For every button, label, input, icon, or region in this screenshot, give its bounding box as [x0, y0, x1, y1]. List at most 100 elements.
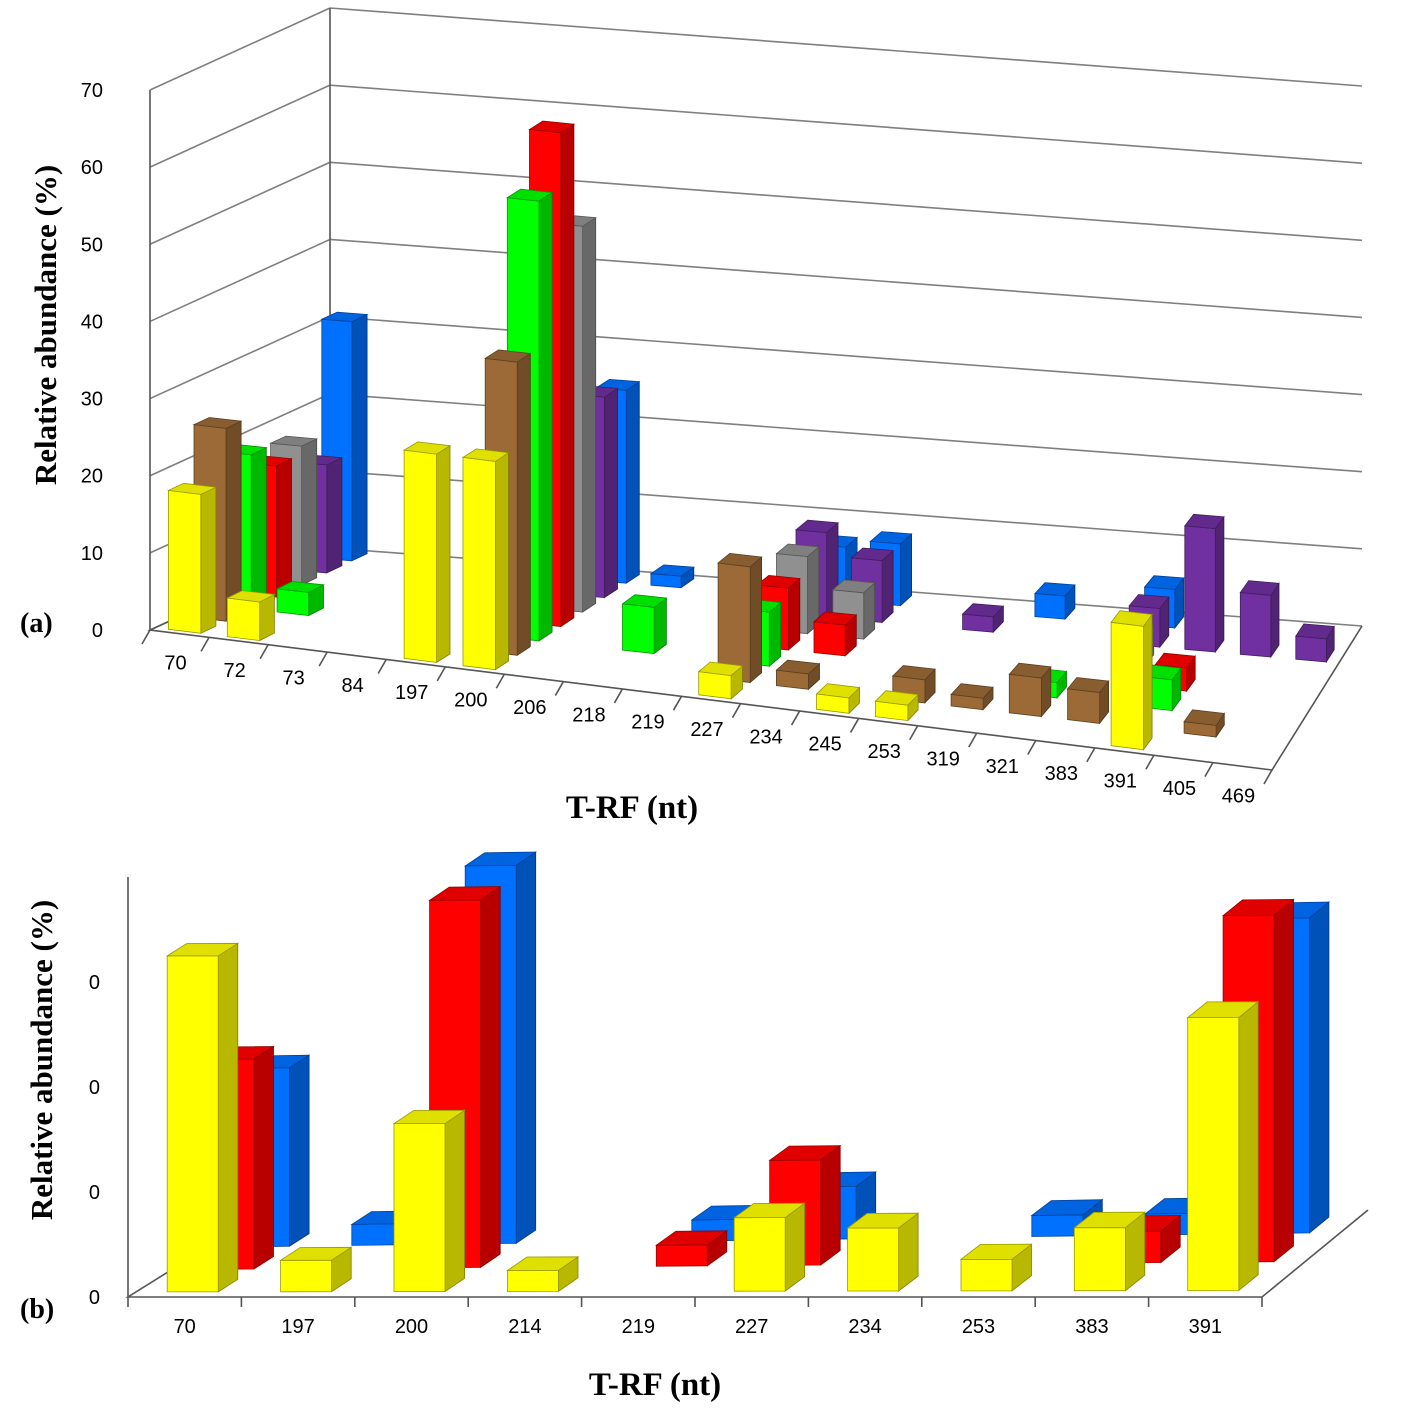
x-tick-label: 319	[927, 748, 960, 770]
x-axis-title: T-RF (nt)	[566, 790, 698, 826]
bar-front	[1184, 525, 1216, 653]
x-tick-label: 234	[848, 1316, 881, 1338]
x-tick-label: 214	[508, 1316, 541, 1338]
bar-side	[436, 444, 451, 664]
y-tick-label: 60	[81, 157, 103, 179]
panel-label: (b)	[20, 1294, 54, 1325]
bar-front	[393, 1123, 446, 1292]
bar-side	[1143, 613, 1153, 751]
bar-top	[1143, 575, 1185, 590]
bar-side	[444, 1109, 466, 1293]
bar-front	[733, 1217, 786, 1292]
x-tick-label: 227	[690, 719, 723, 741]
bar-front	[960, 1258, 1013, 1292]
bar	[950, 683, 994, 711]
bar-top	[850, 547, 895, 562]
bar-side	[820, 1144, 841, 1266]
bar	[1110, 610, 1153, 751]
x-tick-label: 234	[749, 726, 782, 748]
bar-top	[279, 1246, 353, 1261]
bar-front	[403, 449, 437, 663]
x-tick-label: 200	[454, 690, 487, 712]
bar-front	[622, 603, 655, 654]
x-tick-mark	[849, 718, 860, 733]
x-tick-mark	[200, 636, 210, 652]
bar	[1183, 709, 1226, 739]
bar	[461, 448, 510, 671]
bar-side	[225, 420, 242, 622]
bar-front	[813, 621, 846, 657]
x-tick-mark	[1027, 740, 1037, 755]
bar-top	[732, 1202, 806, 1219]
x-tick-mark	[495, 673, 506, 689]
back-gridline	[329, 84, 1363, 164]
bar-top	[1066, 677, 1110, 693]
panel-label: (a)	[20, 608, 53, 639]
bar-top	[192, 417, 243, 429]
bar-front	[1067, 688, 1100, 724]
bar	[697, 661, 744, 700]
bar-side	[200, 486, 217, 634]
bar-top	[428, 886, 502, 901]
x-tick-mark	[968, 732, 978, 748]
bar-top	[1295, 623, 1335, 640]
y-tick-label: 0	[92, 620, 103, 642]
bar	[1239, 580, 1280, 659]
bar-top	[1128, 594, 1170, 609]
bar-top	[1030, 1199, 1104, 1216]
bar-side	[480, 885, 501, 1269]
bar-top	[959, 1243, 1033, 1260]
bar	[392, 1109, 466, 1293]
bar-front	[1295, 635, 1327, 663]
x-tick-label: 321	[986, 756, 1019, 778]
bar	[649, 564, 695, 589]
bar-side	[560, 123, 575, 628]
x-tick-mark	[141, 629, 151, 645]
bar-side	[604, 387, 618, 599]
x-tick-mark	[613, 688, 624, 704]
panel-b-chart: 0 0 0 0 70 197 200 214 219 227 234 253 383 391 T-RF (n…	[20, 851, 1369, 1403]
bar	[275, 581, 325, 617]
x-tick-mark	[318, 651, 328, 667]
bar-side	[538, 191, 553, 642]
bar	[815, 683, 861, 715]
bar-front	[276, 588, 310, 616]
bar-top	[768, 1145, 842, 1161]
bar-front	[847, 1227, 899, 1292]
bar	[1073, 1211, 1146, 1292]
bar	[1295, 623, 1335, 664]
bar-top	[1034, 582, 1076, 597]
bar-front	[167, 489, 202, 634]
bar-top	[961, 603, 1005, 618]
bar-top	[846, 1212, 920, 1229]
bar-top	[506, 188, 554, 202]
x-tick-mark	[1263, 769, 1273, 785]
bar-front	[655, 1244, 708, 1267]
bar-side	[289, 1054, 310, 1247]
bar-top	[1073, 1211, 1146, 1229]
bar-top	[794, 519, 839, 534]
x-tick-label: 245	[808, 734, 841, 756]
y-tick-label: 0	[89, 1287, 100, 1309]
y-tick-label: 30	[81, 389, 103, 411]
bar-side	[250, 446, 267, 610]
bar-top	[1008, 662, 1052, 679]
x-tick-mark	[1145, 754, 1155, 770]
bar-side	[275, 458, 292, 598]
bar-top	[1183, 709, 1226, 726]
x-tick-label: 391	[1104, 771, 1137, 793]
bar-top	[950, 683, 994, 699]
bar-front	[1073, 1227, 1126, 1292]
y-tick-label: 0	[89, 1182, 100, 1204]
y-tick-label: 70	[81, 80, 103, 102]
bar	[775, 659, 821, 691]
bar-top	[1239, 580, 1280, 596]
bar-top	[1184, 513, 1225, 530]
bar-front	[1110, 621, 1144, 751]
bar-front	[1239, 592, 1272, 658]
bar-top	[891, 665, 936, 681]
bar-side	[784, 1202, 806, 1292]
bar-top	[649, 564, 695, 577]
bar	[813, 611, 858, 657]
